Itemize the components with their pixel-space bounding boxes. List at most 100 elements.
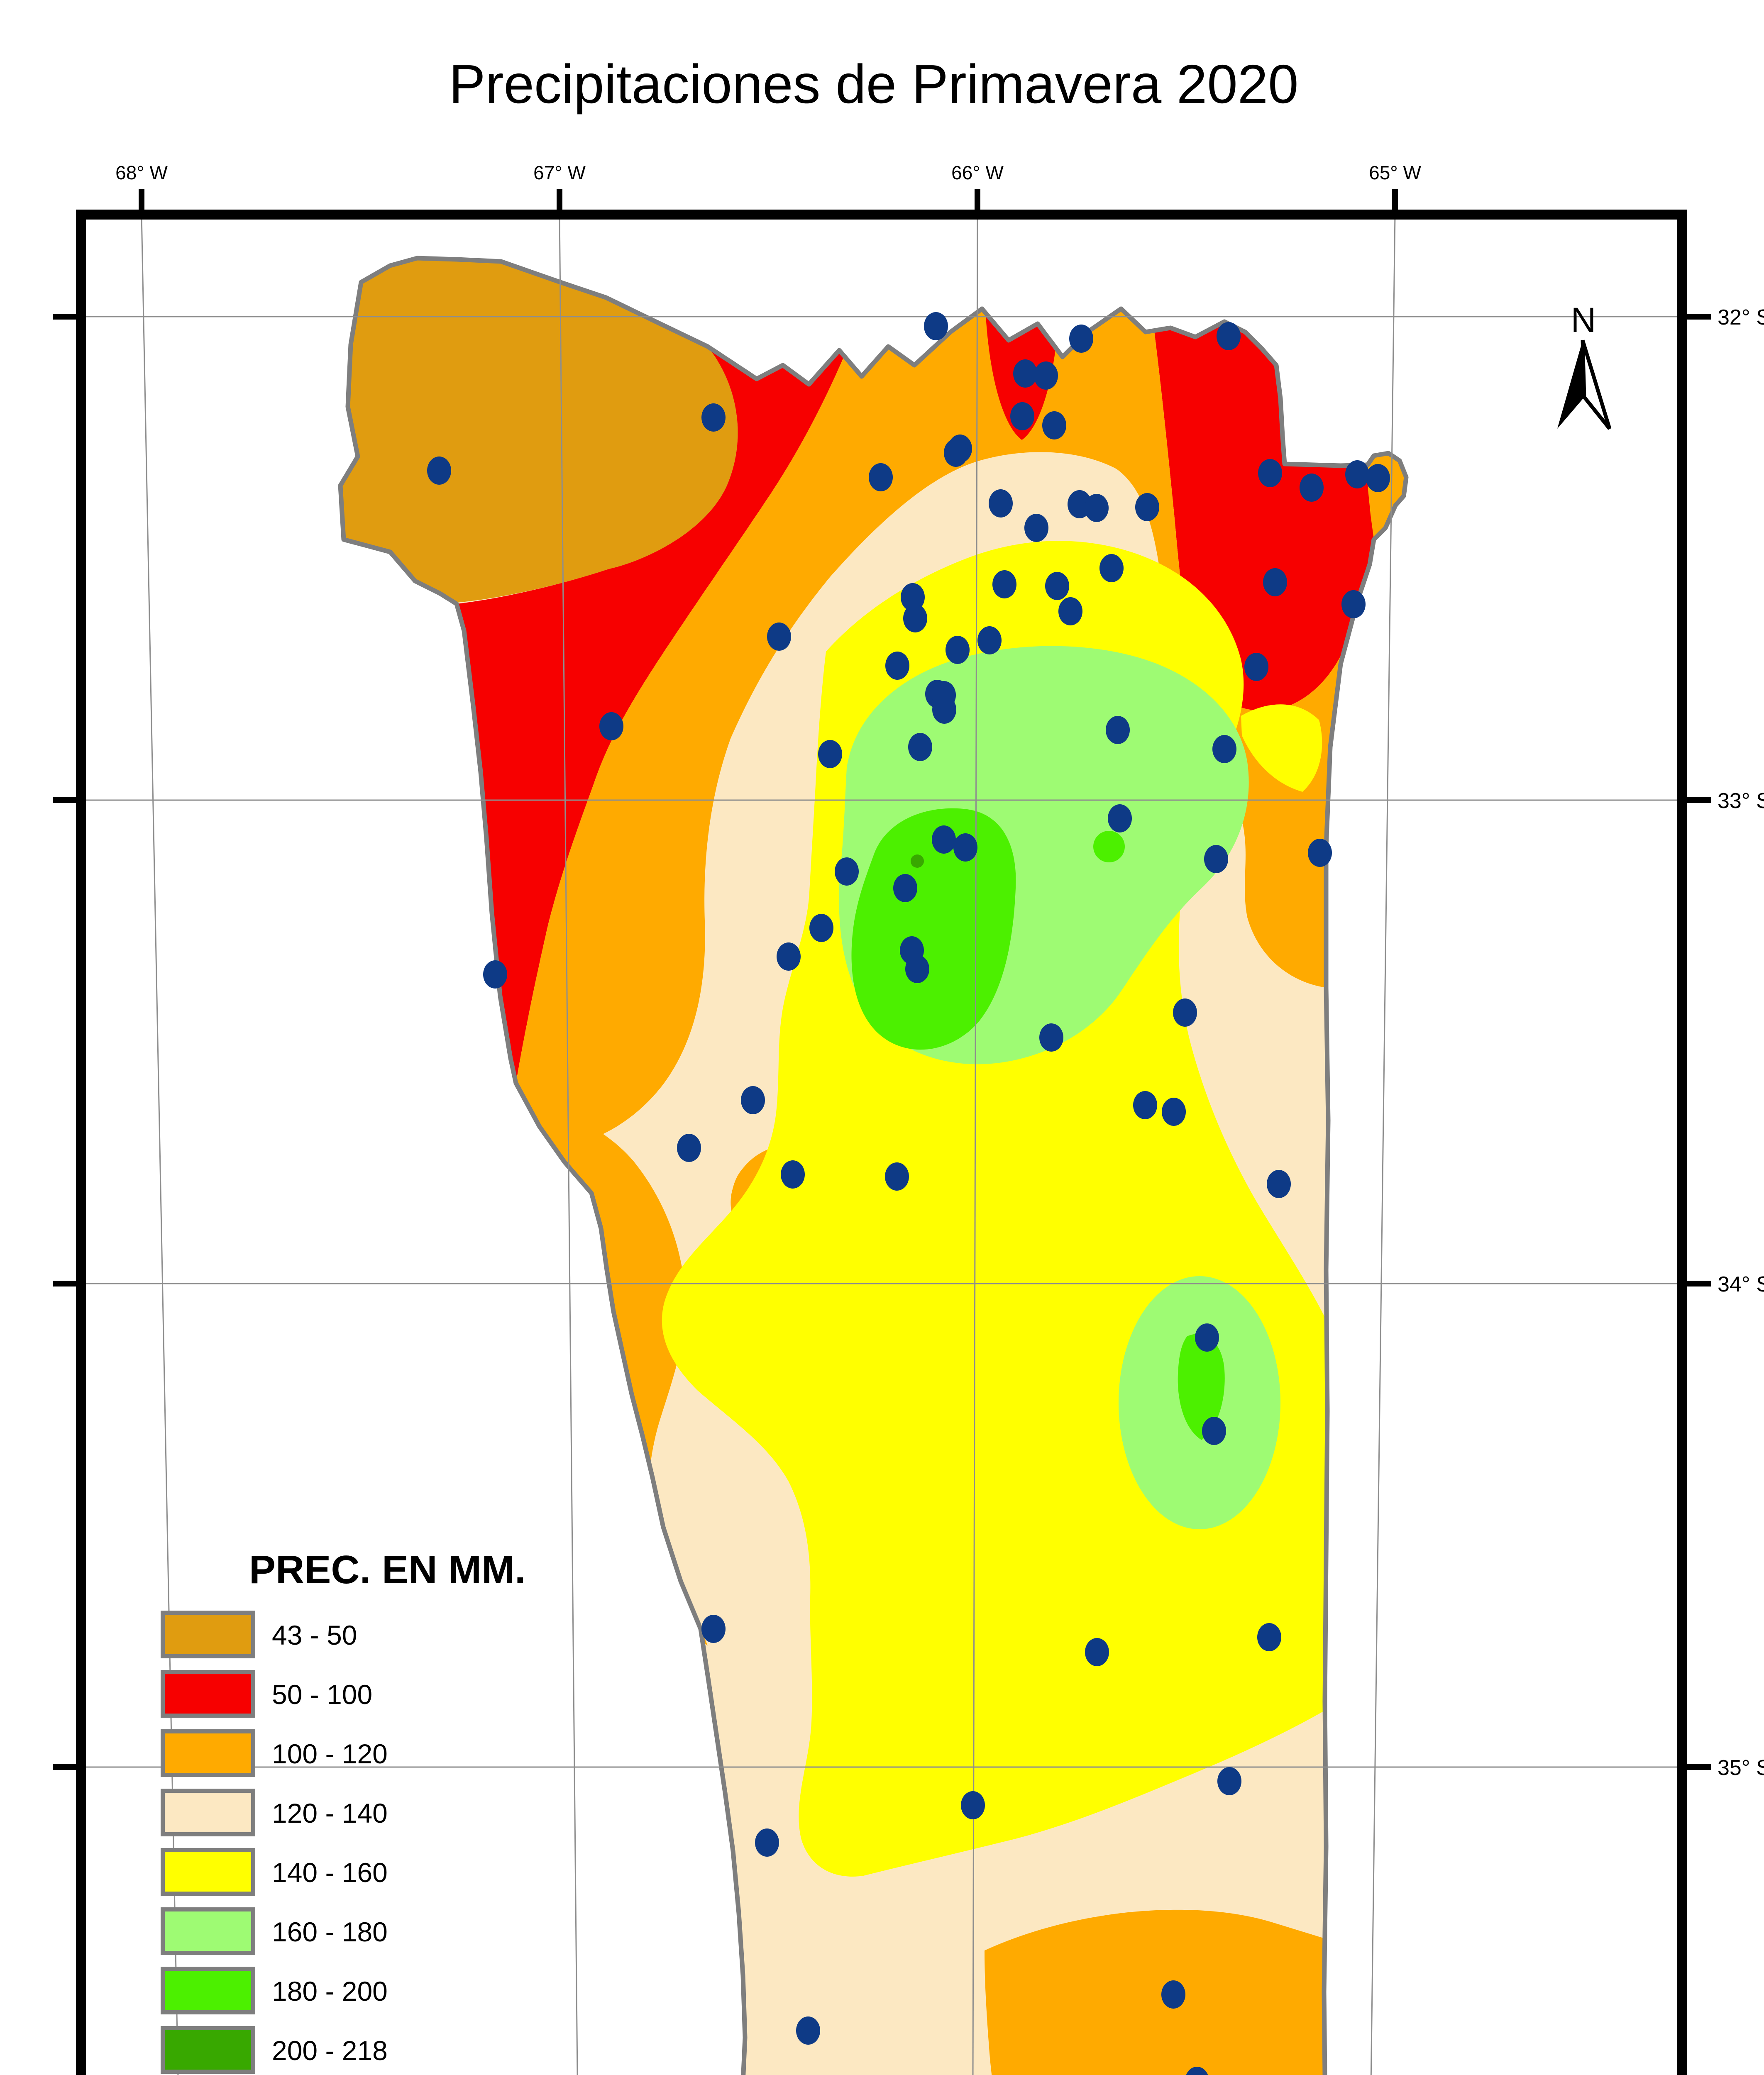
legend-label: 160 - 180: [272, 1916, 388, 1947]
station-dot: [1010, 402, 1034, 430]
station-dot: [1085, 494, 1109, 522]
lon-label-67w: 67° W: [533, 162, 586, 183]
station-dot: [1300, 474, 1324, 502]
station-dots: [427, 312, 1390, 2075]
station-dot: [893, 874, 917, 902]
station-dot: [1204, 845, 1228, 873]
station-dot: [1042, 411, 1066, 439]
zone-100-120-west-strip: [516, 1083, 708, 1645]
station-dot: [809, 914, 833, 942]
station-dot: [796, 2016, 820, 2045]
legend-label: 120 - 140: [272, 1798, 388, 1828]
station-dot: [427, 456, 451, 485]
station-dot: [1106, 716, 1130, 744]
station-dot: [953, 833, 977, 862]
station-dot: [944, 439, 968, 467]
north-arrow-label: N: [1571, 300, 1596, 339]
station-dot: [1133, 1091, 1157, 1119]
station-dot: [1162, 1098, 1186, 1126]
station-dot: [701, 403, 726, 432]
station-dot: [1341, 590, 1366, 618]
station-dot: [599, 712, 623, 740]
gridline-66w: [972, 214, 978, 2075]
map-frame: [76, 210, 1687, 2075]
station-dot: [1308, 839, 1332, 867]
station-dot: [1161, 1980, 1185, 2009]
station-dot: [1045, 572, 1069, 600]
station-dot: [677, 1134, 701, 1162]
zone-180-200-core: [851, 808, 1016, 1050]
station-dot: [1034, 361, 1058, 390]
station-dot: [1267, 1170, 1291, 1198]
zone-50-100-west: [457, 347, 845, 1083]
legend-swatch-160-180: [161, 1907, 255, 1955]
legend-swatch-43-50: [161, 1611, 255, 1658]
station-dot: [1217, 322, 1241, 350]
station-dot: [767, 622, 791, 651]
lon-label-68w: 68° W: [115, 162, 168, 183]
station-dot: [946, 636, 970, 664]
station-dot: [869, 463, 893, 491]
frame-ticks: [53, 189, 1711, 1770]
station-dot: [989, 489, 1013, 518]
graticule: [81, 214, 1682, 2075]
station-dot: [924, 312, 948, 340]
legend-item: 120 - 140: [161, 1789, 388, 1836]
lat-label-35s: 35° S: [1718, 1756, 1764, 1780]
zone-43-50: [340, 258, 738, 603]
station-dot: [961, 1791, 985, 1819]
legend-label: 100 - 120: [272, 1738, 388, 1769]
station-dot: [1108, 804, 1132, 832]
station-dot: [777, 942, 801, 971]
gridline-65w: [1370, 214, 1396, 2075]
zone-100-120-south: [985, 1909, 1326, 2075]
station-dot: [1212, 735, 1236, 763]
legend-item: 200 - 218: [161, 2026, 388, 2074]
station-dot: [1085, 1638, 1109, 1666]
legend-swatch-100-120: [161, 1729, 255, 1777]
legend-swatch-120-140: [161, 1789, 255, 1836]
station-dot: [905, 955, 929, 983]
station-dot: [1039, 1023, 1063, 1052]
station-dot: [1244, 653, 1268, 681]
station-dot: [818, 740, 842, 768]
legend-item: 140 - 160: [161, 1848, 388, 1896]
station-dot: [932, 825, 956, 854]
zone-200-218-speck: [911, 854, 924, 868]
station-dot: [1173, 998, 1197, 1027]
station-dot: [992, 570, 1016, 598]
page-title: Precipitaciones de Primavera 2020: [449, 54, 1298, 115]
legend-item: 50 - 100: [161, 1670, 372, 1718]
station-dot: [1202, 1417, 1226, 1445]
station-dot: [1263, 568, 1287, 596]
lon-label-66w: 66° W: [951, 162, 1004, 183]
station-dot: [1186, 2067, 1208, 2075]
station-dot: [741, 1086, 765, 1114]
station-dot: [1257, 1623, 1281, 1651]
station-dot: [701, 1615, 726, 1643]
station-dot: [755, 1828, 779, 1857]
legend-title: PREC. EN MM.: [249, 1548, 526, 1592]
province-boundary: [338, 256, 1409, 2075]
station-dot: [1013, 359, 1037, 388]
north-arrow-left-half: [1557, 340, 1584, 429]
legend: PREC. EN MM. 43 - 50 50 - 100 100 - 120 …: [161, 1548, 526, 2074]
station-dot: [1366, 464, 1390, 492]
legend-item: 43 - 50: [161, 1611, 357, 1658]
north-arrow-right-half: [1581, 339, 1612, 430]
zone-180-200-spot: [1093, 831, 1125, 862]
station-dot: [932, 681, 956, 709]
station-dot: [835, 857, 859, 886]
station-dot: [977, 626, 1002, 654]
station-dot: [1217, 1767, 1241, 1795]
station-dot: [1099, 554, 1124, 582]
station-dot: [1058, 597, 1082, 625]
legend-label: 43 - 50: [272, 1620, 357, 1650]
station-dot: [1024, 514, 1048, 542]
lon-label-65w: 65° W: [1369, 162, 1421, 183]
station-dot: [1135, 493, 1159, 521]
station-dot: [885, 652, 909, 680]
legend-item: 100 - 120: [161, 1729, 388, 1777]
